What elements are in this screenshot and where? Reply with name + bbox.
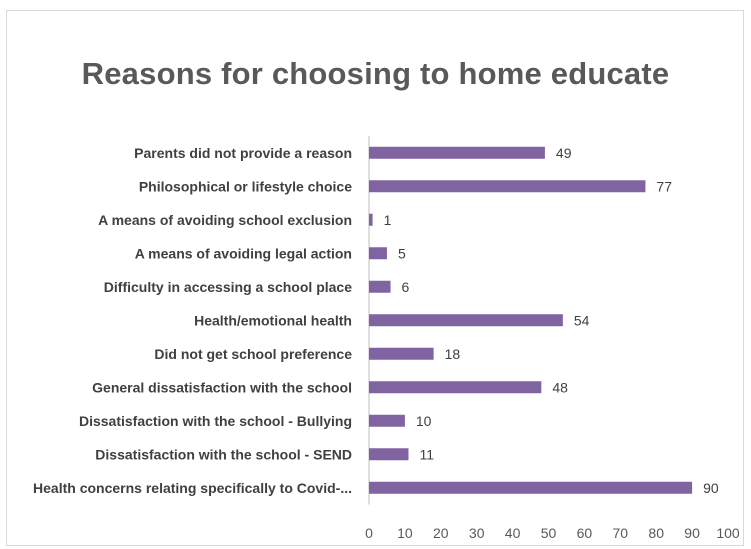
chart-title: Reasons for choosing to home educate <box>81 56 670 91</box>
data-label: 5 <box>398 245 406 261</box>
category-label: Did not get school preference <box>154 346 352 362</box>
data-label: 1 <box>384 212 392 228</box>
bar <box>369 146 545 159</box>
data-label: 6 <box>402 279 410 295</box>
x-tick-label: 80 <box>648 525 664 541</box>
x-tick-label: 100 <box>716 525 740 541</box>
bar <box>369 280 391 293</box>
bar <box>369 481 693 494</box>
data-label: 54 <box>574 312 590 328</box>
category-label: Health concerns relating specifically to… <box>33 480 352 496</box>
data-label: 77 <box>656 178 672 194</box>
category-label: Dissatisfaction with the school - SEND <box>95 446 352 462</box>
category-label: Health/emotional health <box>194 312 352 328</box>
data-label: 90 <box>703 480 719 496</box>
data-label: 49 <box>556 145 572 161</box>
x-tick-label: 30 <box>469 525 485 541</box>
bar <box>369 314 563 327</box>
x-tick-label: 10 <box>397 525 413 541</box>
bar <box>369 381 542 394</box>
category-label: A means of avoiding legal action <box>135 245 352 261</box>
x-tick-label: 90 <box>684 525 700 541</box>
x-tick-label: 50 <box>541 525 557 541</box>
bar <box>369 213 373 226</box>
bar <box>369 180 646 193</box>
bar <box>369 448 409 461</box>
x-tick-label: 70 <box>613 525 629 541</box>
category-label: A means of avoiding school exclusion <box>98 212 352 228</box>
data-label: 10 <box>416 413 432 429</box>
bar <box>369 347 434 360</box>
x-tick-label: 60 <box>577 525 593 541</box>
x-tick-label: 0 <box>365 525 373 541</box>
category-label: Parents did not provide a reason <box>134 145 352 161</box>
category-label: Philosophical or lifestyle choice <box>139 178 352 194</box>
data-label: 48 <box>552 379 568 395</box>
x-tick-label: 20 <box>433 525 449 541</box>
bar <box>369 247 387 260</box>
bar <box>369 414 405 427</box>
x-tick-label: 40 <box>505 525 521 541</box>
category-label: Difficulty in accessing a school place <box>104 279 352 295</box>
data-label: 18 <box>445 346 461 362</box>
data-label: 11 <box>419 446 434 462</box>
category-label: Dissatisfaction with the school - Bullyi… <box>79 413 352 429</box>
category-label: General dissatisfaction with the school <box>92 379 352 395</box>
